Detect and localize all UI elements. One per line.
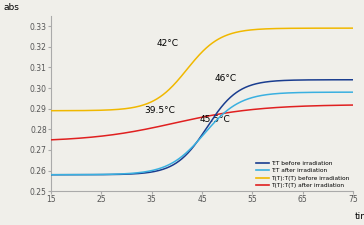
Y-axis label: abs: abs bbox=[4, 3, 20, 12]
Legend: T:T before irradiation, T:T after irradiation, T(T):T(T) before irradiation, T(T: T:T before irradiation, T:T after irradi… bbox=[256, 161, 350, 188]
X-axis label: time: time bbox=[355, 212, 364, 221]
Text: 39.5°C: 39.5°C bbox=[144, 106, 175, 115]
Text: 45.5°C: 45.5°C bbox=[199, 115, 230, 124]
Text: 42°C: 42°C bbox=[157, 39, 179, 48]
Text: 46°C: 46°C bbox=[215, 74, 237, 83]
